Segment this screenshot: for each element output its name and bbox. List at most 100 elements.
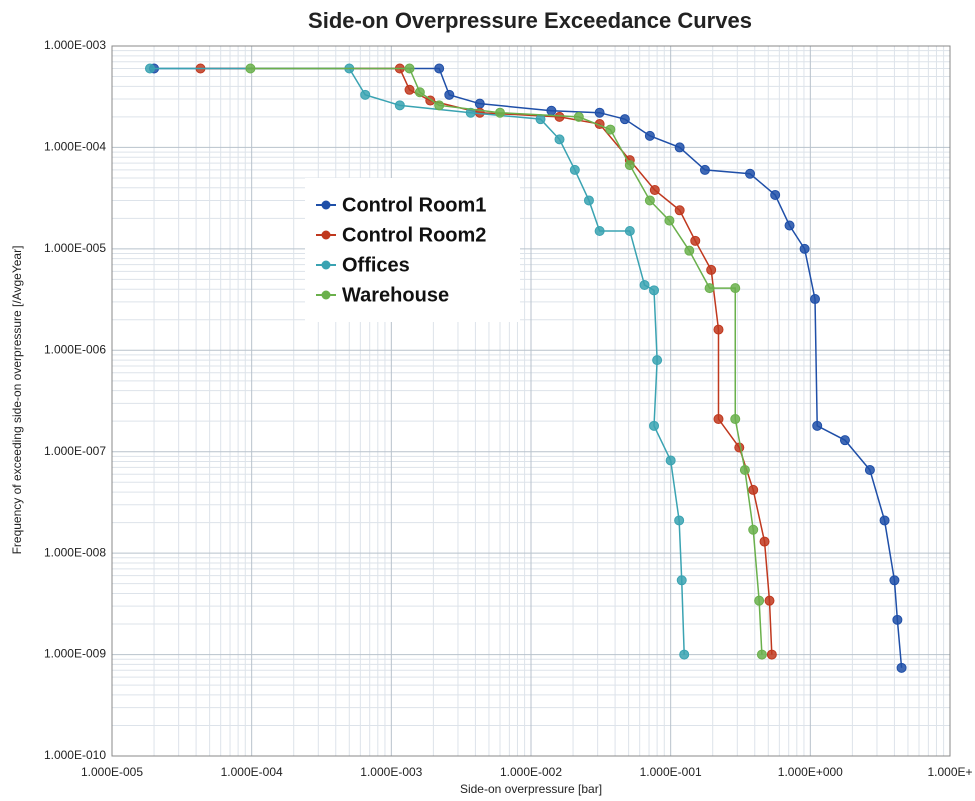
x-tick-label: 1.000E-005 <box>81 765 143 779</box>
data-point <box>619 114 630 125</box>
data-point <box>414 87 425 98</box>
data-point <box>730 283 741 294</box>
x-tick-label: 1.000E-002 <box>500 765 562 779</box>
data-point <box>394 100 405 111</box>
data-point <box>674 142 685 153</box>
data-point <box>812 420 823 431</box>
series-line <box>250 67 763 655</box>
data-point <box>879 515 890 526</box>
y-tick-label: 1.000E-005 <box>44 241 106 255</box>
data-point <box>594 225 605 236</box>
data-point <box>404 84 415 95</box>
data-point <box>770 189 781 200</box>
y-tick-label: 1.000E-010 <box>44 748 106 762</box>
legend-swatch <box>321 230 331 240</box>
data-point <box>569 164 580 175</box>
data-point <box>404 63 415 74</box>
data-point <box>864 465 875 476</box>
data-point <box>739 465 750 476</box>
data-point <box>465 107 476 118</box>
data-point <box>649 420 660 431</box>
data-point <box>639 280 650 291</box>
legend-label: Offices <box>342 254 410 276</box>
x-axis-label: Side-on overpressure [bar] <box>460 782 602 796</box>
data-point <box>649 285 660 296</box>
data-point <box>360 89 371 100</box>
series-line <box>200 67 773 655</box>
data-point <box>784 220 795 231</box>
data-point <box>434 100 445 111</box>
data-point <box>764 595 775 606</box>
data-point <box>892 614 903 625</box>
legend-label: Control Room2 <box>342 224 486 246</box>
data-point <box>748 524 759 535</box>
data-point <box>713 324 724 335</box>
data-point <box>754 595 765 606</box>
data-point <box>664 215 675 226</box>
data-point <box>644 130 655 141</box>
x-tick-label: 1.000E-003 <box>360 765 422 779</box>
data-point <box>690 235 701 246</box>
legend-box <box>305 178 520 322</box>
data-point <box>665 455 676 466</box>
y-tick-label: 1.000E-008 <box>44 545 106 559</box>
data-point <box>245 63 256 74</box>
y-tick-label: 1.000E-007 <box>44 444 106 458</box>
data-point <box>583 195 594 206</box>
data-point <box>759 536 770 547</box>
data-point <box>674 205 685 216</box>
legend-label: Warehouse <box>342 284 449 306</box>
data-point <box>554 134 565 145</box>
x-tick-label: 1.000E+000 <box>778 765 843 779</box>
data-point <box>649 185 660 196</box>
data-point <box>810 294 821 305</box>
legend-swatch <box>321 260 331 270</box>
legend-label: Control Room1 <box>342 194 486 216</box>
data-point <box>684 245 695 256</box>
data-point <box>644 195 655 206</box>
data-point <box>706 264 717 275</box>
data-point <box>674 515 685 526</box>
y-axis-label: Frequency of exceeding side-on overpress… <box>10 246 24 555</box>
data-point <box>495 107 506 118</box>
data-point <box>535 114 546 125</box>
data-point <box>474 98 485 109</box>
x-tick-label: 1.000E+ <box>927 765 972 779</box>
data-point <box>766 649 777 660</box>
data-point <box>605 124 616 135</box>
data-point <box>839 435 850 446</box>
data-point <box>730 414 741 425</box>
data-point <box>745 168 756 179</box>
data-point <box>554 111 565 122</box>
y-tick-label: 1.000E-003 <box>44 38 106 52</box>
data-point <box>546 105 557 116</box>
y-tick-label: 1.000E-009 <box>44 647 106 661</box>
x-tick-label: 1.000E-004 <box>221 765 283 779</box>
data-point <box>434 63 445 74</box>
data-point <box>889 575 900 586</box>
data-point <box>799 243 810 254</box>
data-point <box>756 649 767 660</box>
plot-border <box>111 45 951 757</box>
data-point <box>896 662 907 673</box>
legend-swatch <box>321 290 331 300</box>
data-point <box>713 414 724 425</box>
series-line <box>154 67 903 668</box>
data-point <box>444 89 455 100</box>
data-point <box>652 355 663 366</box>
data-point <box>748 484 759 495</box>
data-point <box>594 107 605 118</box>
data-point <box>144 63 155 74</box>
data-point <box>679 649 690 660</box>
data-point <box>676 575 687 586</box>
data-point <box>699 164 710 175</box>
x-tick-label: 1.000E-001 <box>640 765 702 779</box>
data-point <box>704 283 715 294</box>
y-tick-label: 1.000E-004 <box>44 140 106 154</box>
data-point <box>624 160 635 171</box>
data-point <box>624 225 635 236</box>
y-tick-label: 1.000E-006 <box>44 342 106 356</box>
data-point <box>573 111 584 122</box>
chart-title: Side-on Overpressure Exceedance Curves <box>308 8 752 33</box>
